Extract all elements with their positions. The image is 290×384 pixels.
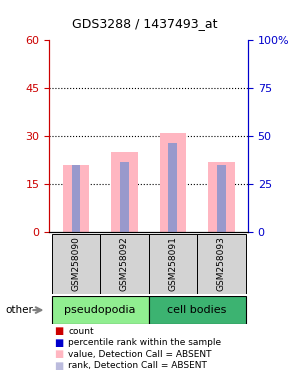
Text: percentile rank within the sample: percentile rank within the sample xyxy=(68,338,221,347)
Bar xyxy=(72,165,80,232)
Bar xyxy=(217,165,226,232)
Bar xyxy=(148,296,246,324)
Text: ■: ■ xyxy=(54,326,63,336)
Bar xyxy=(120,162,129,232)
Bar xyxy=(168,143,177,232)
Text: GDS3288 / 1437493_at: GDS3288 / 1437493_at xyxy=(72,17,218,30)
Text: pseudopodia: pseudopodia xyxy=(64,305,136,315)
Bar xyxy=(208,162,235,232)
Text: ■: ■ xyxy=(54,349,63,359)
Bar xyxy=(111,152,138,232)
Bar xyxy=(160,133,186,232)
Bar xyxy=(63,165,89,232)
Text: GSM258091: GSM258091 xyxy=(168,237,177,291)
Text: ■: ■ xyxy=(54,338,63,348)
Text: value, Detection Call = ABSENT: value, Detection Call = ABSENT xyxy=(68,349,212,359)
Text: GSM258090: GSM258090 xyxy=(71,237,80,291)
Text: count: count xyxy=(68,326,94,336)
Text: cell bodies: cell bodies xyxy=(167,305,227,315)
Text: GSM258092: GSM258092 xyxy=(120,237,129,291)
Bar xyxy=(100,234,148,294)
Text: rank, Detection Call = ABSENT: rank, Detection Call = ABSENT xyxy=(68,361,207,370)
Text: ■: ■ xyxy=(54,361,63,371)
Text: other: other xyxy=(6,305,34,315)
Bar xyxy=(148,234,197,294)
Bar xyxy=(197,234,246,294)
Bar xyxy=(52,296,148,324)
Text: GSM258093: GSM258093 xyxy=(217,237,226,291)
Bar xyxy=(52,234,100,294)
